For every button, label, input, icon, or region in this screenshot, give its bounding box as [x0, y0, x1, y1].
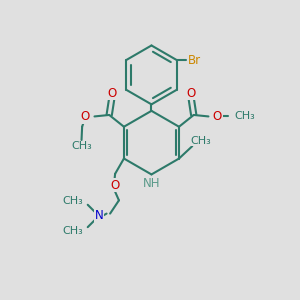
Text: O: O	[213, 110, 222, 123]
Text: N: N	[94, 209, 103, 223]
Text: O: O	[107, 87, 116, 100]
Text: CH₃: CH₃	[63, 226, 84, 236]
Text: Br: Br	[188, 54, 201, 67]
Text: CH₃: CH₃	[63, 196, 84, 206]
Text: CH₃: CH₃	[234, 111, 255, 122]
Text: O: O	[187, 87, 196, 100]
Text: CH₃: CH₃	[71, 142, 92, 152]
Text: CH₃: CH₃	[190, 136, 211, 146]
Text: NH: NH	[143, 177, 160, 190]
Text: O: O	[81, 110, 90, 123]
Text: O: O	[110, 178, 119, 191]
